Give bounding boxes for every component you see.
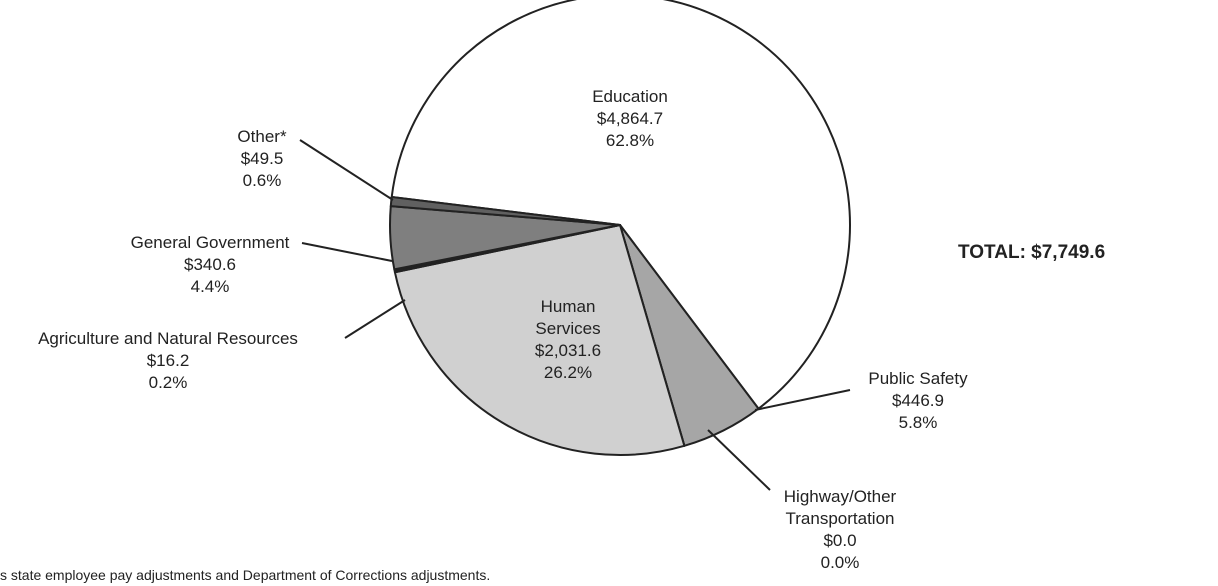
slice-value: $340.6 — [184, 255, 236, 274]
slice-value: $16.2 — [146, 351, 190, 370]
footnote: s state employee pay adjustments and Dep… — [0, 567, 491, 583]
slice-percent: 0.2% — [148, 373, 188, 392]
slice-percent: 0.6% — [242, 171, 282, 190]
leader-line — [301, 242, 393, 262]
slice-percent: 26.2% — [543, 363, 593, 382]
slice-percent: 0.0% — [820, 553, 860, 572]
slice-name: Other* — [237, 127, 287, 146]
pie-slice — [393, 224, 686, 456]
slice-name: General Government — [130, 233, 290, 252]
slice-value: $2,031.6 — [534, 341, 602, 360]
pie-slice — [390, 0, 851, 410]
slice-label: Highway/Other Transportation $0.0 0.0% — [784, 486, 896, 574]
slice-percent: 5.8% — [898, 413, 938, 432]
leader-line — [707, 429, 771, 491]
slice-percent: 4.4% — [190, 277, 230, 296]
slice-label: Other* $49.5 0.6% — [237, 126, 286, 192]
slice-label: Public Safety $446.9 5.8% — [868, 368, 967, 434]
slice-label: Education $4,864.7 62.8% — [592, 86, 668, 152]
slice-label: General Government $340.6 4.4% — [131, 232, 290, 298]
slice-value: $49.5 — [240, 149, 284, 168]
slice-value: $446.9 — [891, 391, 944, 410]
leader-line — [344, 299, 406, 339]
pie-slice — [389, 195, 621, 226]
slice-name: Education — [592, 87, 668, 106]
slice-name: Public Safety — [868, 369, 968, 388]
leader-line — [754, 389, 851, 411]
slice-percent: 62.8% — [605, 131, 655, 150]
slice-value: $4,864.7 — [596, 109, 664, 128]
slice-name: Highway/Other Transportation — [783, 487, 897, 528]
slice-label: Human Services $2,031.6 26.2% — [535, 296, 601, 384]
slice-name: Human Services — [535, 297, 601, 338]
leader-line — [299, 139, 394, 201]
slice-name: Agriculture and Natural Resources — [38, 329, 298, 348]
slice-label: Agriculture and Natural Resources $16.2 0.… — [38, 328, 298, 394]
total-label: TOTAL: $7,749.6 — [958, 242, 1106, 263]
slice-value: $0.0 — [823, 531, 857, 550]
